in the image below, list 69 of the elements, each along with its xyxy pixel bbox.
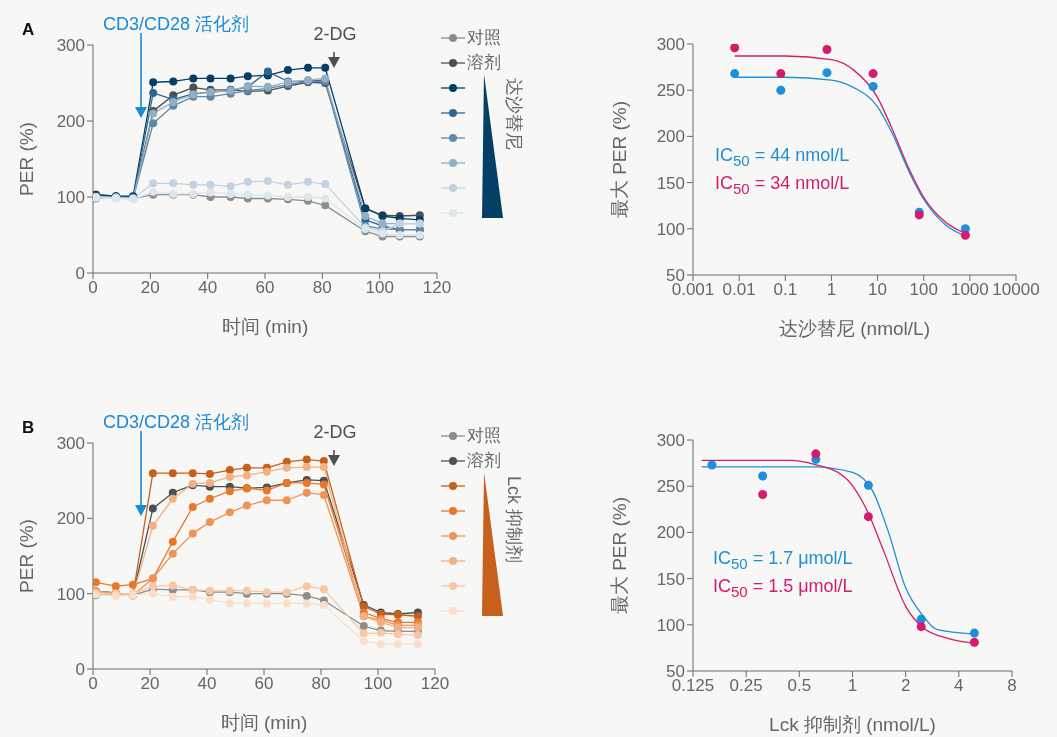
x-axis-title: Lck 抑制剂 (nmol/L) [769, 714, 936, 735]
x-tick-label: 120 [420, 674, 450, 694]
x-tick-label: 100 [363, 674, 393, 694]
text: CD3/CD28 活化剂 [103, 13, 250, 36]
y-tick-label: 100 [656, 219, 685, 239]
x-tick-label: 80 [312, 278, 332, 298]
text: 2-DG [313, 24, 357, 45]
annotation: IC$_{50}$ = 34 nmol/L [715, 173, 850, 197]
y-tick-label: 250 [656, 477, 685, 497]
x-tick-label: 1 [847, 676, 858, 696]
x-tick-label: 40 [198, 278, 218, 298]
x-tick-label: 60 [255, 278, 275, 298]
annotation: IC$_{50}$ = 44 nmol/L [715, 145, 850, 169]
x-tick-label: 80 [311, 674, 331, 694]
x-tick-label: 0.1 [773, 280, 798, 300]
x-tick-label: 8 [1007, 676, 1017, 696]
y-tick-label: 250 [656, 81, 685, 101]
legend-title: 达沙替尼 [503, 78, 525, 150]
chart-title: A [22, 20, 35, 40]
legend-label: 溶剂 [467, 53, 501, 72]
legend-label: 溶剂 [467, 451, 501, 470]
y-tick-label: 150 [656, 173, 685, 193]
x-tick-label: 120 [422, 278, 452, 298]
x-tick-label: 10000 [992, 280, 1040, 300]
y-axis-title: PER (%) [15, 122, 37, 196]
legend-label: 对照 [467, 28, 501, 47]
x-tick-label: 0.25 [729, 676, 763, 696]
y-axis-title: 最大 PER (%) [608, 100, 630, 219]
x-tick-label: 0.5 [787, 676, 812, 696]
y-tick-label: 200 [656, 127, 685, 147]
y-tick-label: 100 [56, 584, 85, 604]
text: CD3/CD28 活化剂 [103, 411, 250, 434]
legend-label: 对照 [467, 426, 501, 445]
y-axis-title: 最大 PER (%) [608, 496, 630, 615]
x-tick-label: 0 [88, 674, 98, 694]
x-tick-label: 10 [868, 280, 888, 300]
x-tick-label: 0 [88, 278, 98, 298]
x-tick-label: 20 [140, 674, 160, 694]
legend-title: Lck 抑制剂 [503, 476, 525, 564]
chart-title: B [22, 418, 35, 438]
x-axis-title: 时间 (min) [220, 712, 308, 733]
x-axis-title: 时间 (min) [221, 316, 309, 337]
x-tick-label: 2 [900, 676, 911, 696]
x-tick-label: 4 [954, 676, 964, 696]
y-tick-label: 300 [56, 434, 85, 454]
x-tick-label: 100 [365, 278, 394, 298]
y-tick-label: 200 [56, 112, 85, 132]
text: 2-DG [313, 422, 357, 443]
annotation: IC$_{50}$ = 1.7 μmol/L [713, 548, 853, 572]
y-tick-label: 150 [656, 569, 685, 589]
annotation: IC$_{50}$ = 1.5 μmol/L [713, 576, 853, 600]
x-tick-label: 100 [909, 280, 938, 300]
x-tick-label: 0.01 [722, 280, 756, 300]
y-tick-label: 300 [56, 36, 85, 56]
x-tick-label: 40 [197, 674, 217, 694]
x-tick-label: 20 [140, 278, 160, 298]
y-tick-label: 300 [656, 431, 685, 451]
y-tick-label: 0 [75, 264, 85, 284]
x-axis-title: 达沙替尼 (nmol/L) [779, 318, 930, 339]
y-tick-label: 300 [656, 35, 685, 55]
x-tick-label: 1000 [950, 280, 989, 300]
x-tick-label: 1 [826, 280, 837, 300]
y-axis-title: PER (%) [15, 519, 37, 593]
y-tick-label: 100 [56, 188, 85, 208]
y-tick-label: 200 [656, 523, 685, 543]
y-tick-label: 100 [656, 615, 685, 635]
y-tick-label: 0 [75, 660, 85, 680]
x-tick-label: 60 [254, 674, 274, 694]
y-tick-label: 200 [56, 509, 85, 529]
